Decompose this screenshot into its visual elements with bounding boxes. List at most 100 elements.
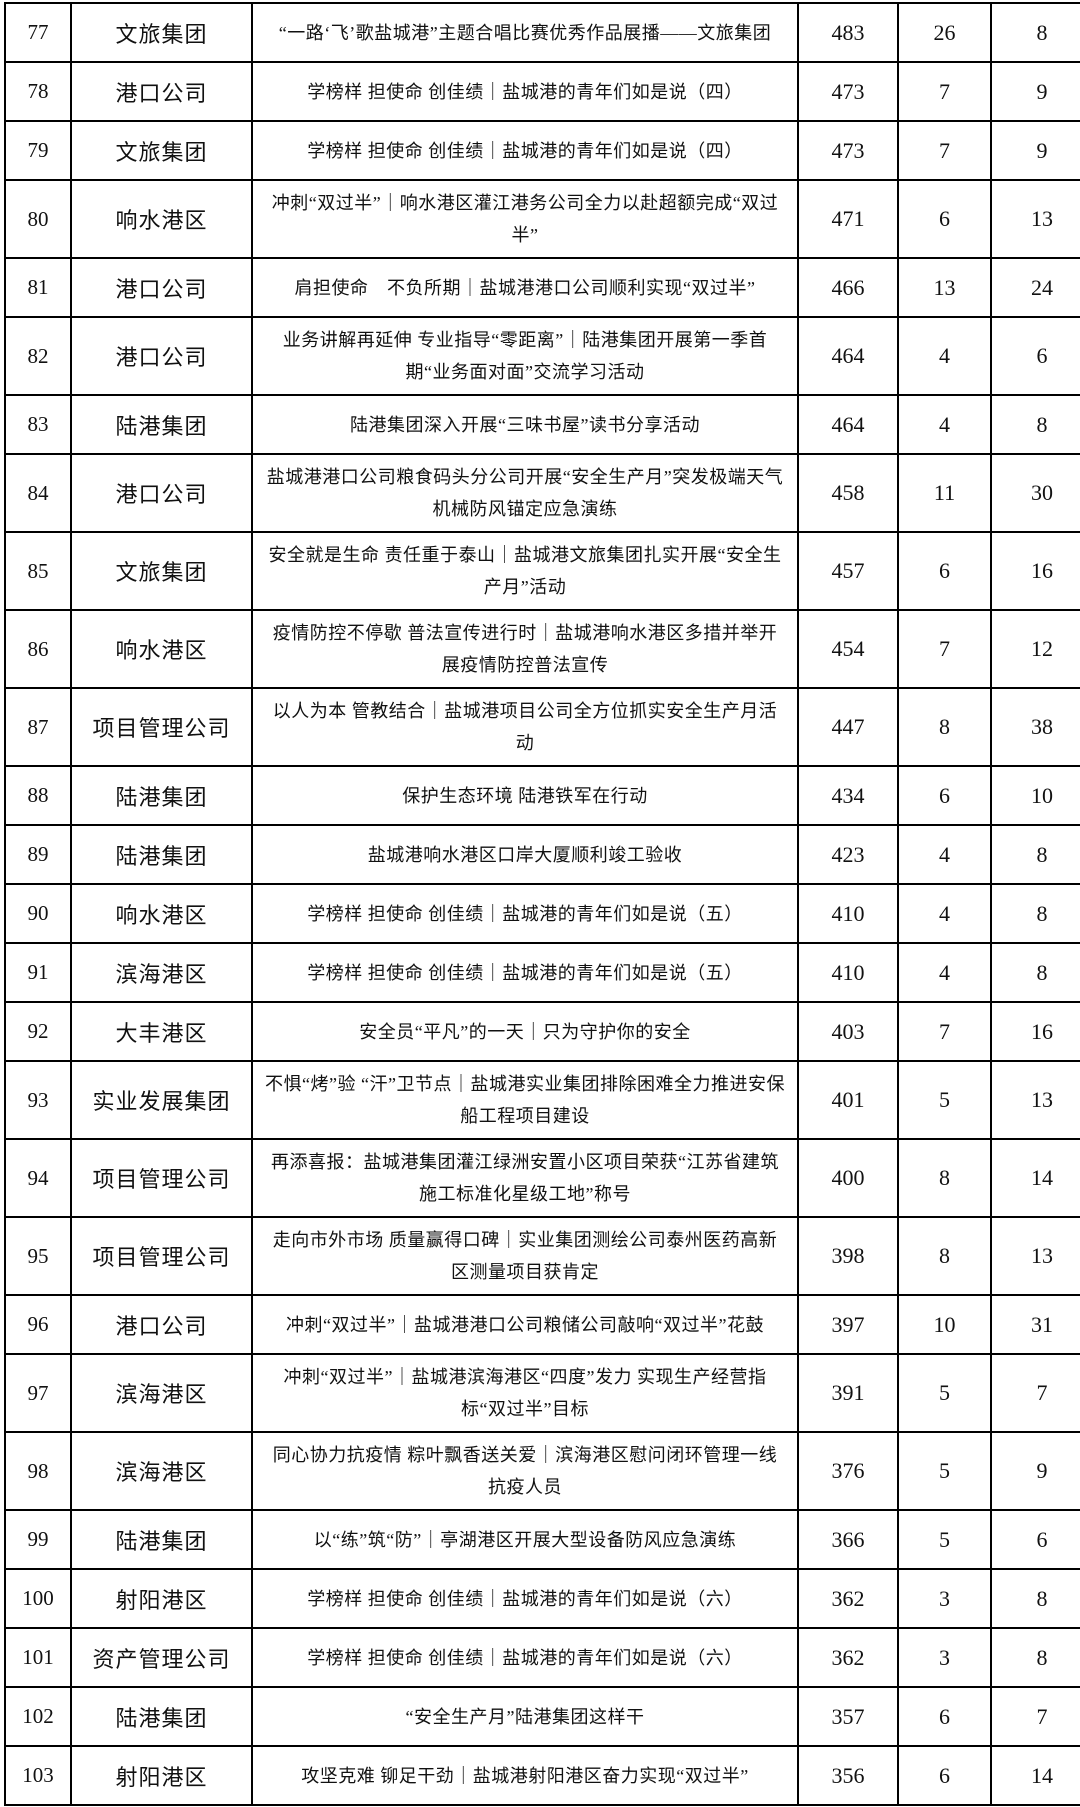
num-cell: 366	[797, 1509, 899, 1570]
num-cell: 376	[797, 1431, 899, 1511]
num-cell: 423	[797, 824, 899, 885]
rank-cell: 97	[4, 1353, 72, 1433]
ranking-table: 77 文旅集团 “一路‘飞’歌盐城港”主题合唱比赛优秀作品展播——文旅集团 483 26…	[4, 2, 1080, 1806]
num-cell: 362	[797, 1627, 899, 1688]
title-cell: 冲刺“双过半”｜响水港区灌江港务公司全力以赴超额完成“双过半”	[251, 179, 799, 259]
num-cell: 464	[797, 394, 899, 455]
num-cell: 6	[897, 765, 992, 826]
table-row: 96 港口公司 冲刺“双过半”｜盐城港港口公司粮储公司敲响“双过半”花鼓 397 10 3…	[4, 1294, 1080, 1355]
num-cell: 8	[990, 394, 1080, 455]
org-cell: 项目管理公司	[70, 1138, 253, 1218]
num-cell: 11	[897, 453, 992, 533]
num-cell: 4	[897, 824, 992, 885]
num-cell: 4	[897, 316, 992, 396]
num-cell: 8	[897, 1216, 992, 1296]
table-row: 94 项目管理公司 再添喜报：盐城港集团灌江绿洲安置小区项目荣获“江苏省建筑施工标准…	[4, 1138, 1080, 1218]
title-cell: 陆港集团深入开展“三味书屋”读书分享活动	[251, 394, 799, 455]
num-cell: 473	[797, 61, 899, 122]
title-cell: “一路‘飞’歌盐城港”主题合唱比赛优秀作品展播——文旅集团	[251, 2, 799, 63]
num-cell: 3	[897, 1568, 992, 1629]
org-cell: 项目管理公司	[70, 1216, 253, 1296]
org-cell: 项目管理公司	[70, 687, 253, 767]
num-cell: 403	[797, 1001, 899, 1062]
org-cell: 大丰港区	[70, 1001, 253, 1062]
title-cell: 学榜样 担使命 创佳绩｜盐城港的青年们如是说（五）	[251, 942, 799, 1003]
table-row: 102 陆港集团 “安全生产月”陆港集团这样干 357 6 7	[4, 1686, 1080, 1747]
rank-cell: 84	[4, 453, 72, 533]
num-cell: 8	[897, 1138, 992, 1218]
num-cell: 8	[990, 1568, 1080, 1629]
num-cell: 5	[897, 1431, 992, 1511]
num-cell: 8	[990, 1627, 1080, 1688]
rank-cell: 102	[4, 1686, 72, 1747]
org-cell: 港口公司	[70, 1294, 253, 1355]
rank-cell: 91	[4, 942, 72, 1003]
num-cell: 31	[990, 1294, 1080, 1355]
num-cell: 30	[990, 453, 1080, 533]
rank-cell: 96	[4, 1294, 72, 1355]
num-cell: 4	[897, 394, 992, 455]
title-cell: 学榜样 担使命 创佳绩｜盐城港的青年们如是说（四）	[251, 120, 799, 181]
org-cell: 陆港集团	[70, 394, 253, 455]
num-cell: 16	[990, 531, 1080, 611]
rank-cell: 86	[4, 609, 72, 689]
num-cell: 434	[797, 765, 899, 826]
num-cell: 14	[990, 1745, 1080, 1806]
title-cell: 疫情防控不停歇 普法宣传进行时｜盐城港响水港区多措并举开展疫情防控普法宣传	[251, 609, 799, 689]
num-cell: 6	[897, 1745, 992, 1806]
title-cell: 再添喜报：盐城港集团灌江绿洲安置小区项目荣获“江苏省建筑施工标准化星级工地”称号	[251, 1138, 799, 1218]
table-row: 93 实业发展集团 不惧“烤”验 “汗”卫节点｜盐城港实业集团排除困难全力推进安保船…	[4, 1060, 1080, 1140]
num-cell: 12	[990, 609, 1080, 689]
org-cell: 陆港集团	[70, 765, 253, 826]
title-cell: 冲刺“双过半”｜盐城港滨海港区“四度”发力 实现生产经营指标“双过半”目标	[251, 1353, 799, 1433]
rank-cell: 98	[4, 1431, 72, 1511]
num-cell: 3	[897, 1627, 992, 1688]
num-cell: 7	[990, 1353, 1080, 1433]
num-cell: 13	[990, 179, 1080, 259]
num-cell: 6	[990, 316, 1080, 396]
table-row: 90 响水港区 学榜样 担使命 创佳绩｜盐城港的青年们如是说（五） 410 4 8	[4, 883, 1080, 944]
title-cell: 安全员“平凡”的一天｜只为守护你的安全	[251, 1001, 799, 1062]
table-row: 84 港口公司 盐城港港口公司粮食码头分公司开展“安全生产月”突发极端天气机械防风锚…	[4, 453, 1080, 533]
org-cell: 文旅集团	[70, 531, 253, 611]
table-row: 99 陆港集团 以“练”筑“防”｜亭湖港区开展大型设备防风应急演练 366 5 6	[4, 1509, 1080, 1570]
table-row: 88 陆港集团 保护生态环境 陆港铁军在行动 434 6 10	[4, 765, 1080, 826]
title-cell: 盐城港响水港区口岸大厦顺利竣工验收	[251, 824, 799, 885]
org-cell: 响水港区	[70, 179, 253, 259]
table-row: 77 文旅集团 “一路‘飞’歌盐城港”主题合唱比赛优秀作品展播——文旅集团 483 26…	[4, 2, 1080, 63]
rank-cell: 88	[4, 765, 72, 826]
org-cell: 文旅集团	[70, 120, 253, 181]
title-cell: 学榜样 担使命 创佳绩｜盐城港的青年们如是说（六）	[251, 1627, 799, 1688]
num-cell: 466	[797, 257, 899, 318]
org-cell: 射阳港区	[70, 1745, 253, 1806]
num-cell: 8	[897, 687, 992, 767]
num-cell: 16	[990, 1001, 1080, 1062]
rank-cell: 79	[4, 120, 72, 181]
num-cell: 26	[897, 2, 992, 63]
num-cell: 5	[897, 1353, 992, 1433]
num-cell: 7	[990, 1686, 1080, 1747]
table-row: 78 港口公司 学榜样 担使命 创佳绩｜盐城港的青年们如是说（四） 473 7 9	[4, 61, 1080, 122]
num-cell: 10	[897, 1294, 992, 1355]
num-cell: 391	[797, 1353, 899, 1433]
title-cell: 学榜样 担使命 创佳绩｜盐城港的青年们如是说（五）	[251, 883, 799, 944]
title-cell: 学榜样 担使命 创佳绩｜盐城港的青年们如是说（四）	[251, 61, 799, 122]
table-row: 97 滨海港区 冲刺“双过半”｜盐城港滨海港区“四度”发力 实现生产经营指标“双过半…	[4, 1353, 1080, 1433]
org-cell: 港口公司	[70, 453, 253, 533]
num-cell: 8	[990, 883, 1080, 944]
num-cell: 471	[797, 179, 899, 259]
num-cell: 398	[797, 1216, 899, 1296]
num-cell: 7	[897, 609, 992, 689]
title-cell: 不惧“烤”验 “汗”卫节点｜盐城港实业集团排除困难全力推进安保船工程项目建设	[251, 1060, 799, 1140]
num-cell: 357	[797, 1686, 899, 1747]
rank-cell: 81	[4, 257, 72, 318]
org-cell: 响水港区	[70, 609, 253, 689]
num-cell: 454	[797, 609, 899, 689]
title-cell: 冲刺“双过半”｜盐城港港口公司粮储公司敲响“双过半”花鼓	[251, 1294, 799, 1355]
org-cell: 陆港集团	[70, 1686, 253, 1747]
org-cell: 滨海港区	[70, 942, 253, 1003]
num-cell: 8	[990, 2, 1080, 63]
rank-cell: 90	[4, 883, 72, 944]
title-cell: 同心协力抗疫情 粽叶飘香送关爱｜滨海港区慰问闭环管理一线抗疫人员	[251, 1431, 799, 1511]
